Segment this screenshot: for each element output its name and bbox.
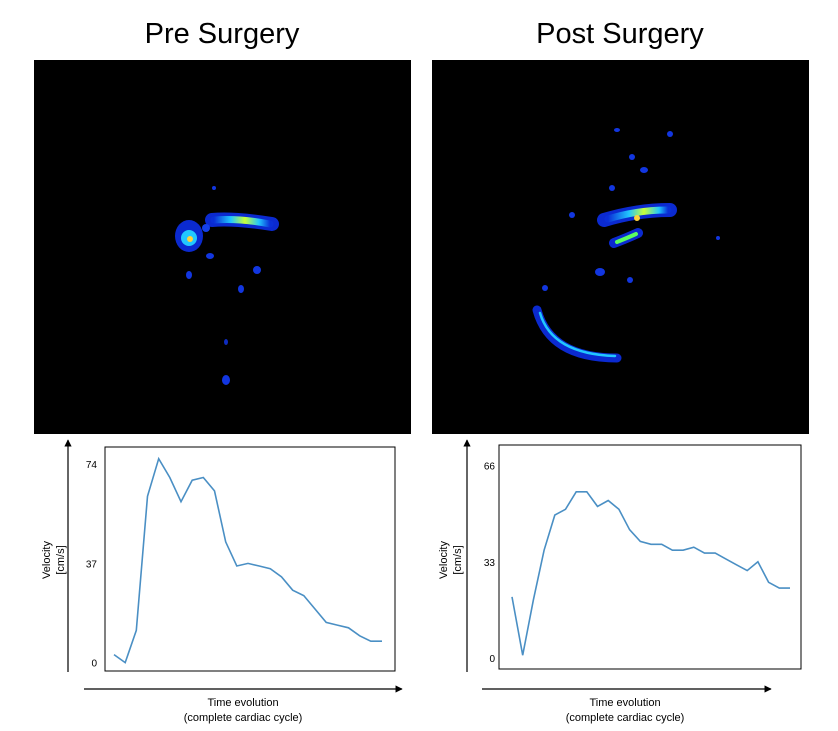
pre-y-ticks: 0 37 74 [86, 460, 98, 670]
post-x-label: Time evolution [589, 697, 660, 709]
post-y-ticks: 0 33 66 [484, 462, 496, 666]
post-y-label: Velocity [438, 541, 450, 579]
pre-y-tick-label: 37 [86, 559, 98, 570]
pre-velocity-line [113, 456, 382, 664]
pre-surgery-flow-image [34, 60, 411, 434]
post-surgery-title: Post Surgery [536, 18, 704, 50]
post-y-tick-label: 0 [489, 654, 495, 665]
post-y-tick-label: 33 [484, 558, 496, 569]
pre-y-label: Velocity [41, 541, 53, 579]
pre-y-unit: [cm/s] [55, 545, 67, 574]
pre-y-tick-label: 0 [91, 659, 97, 670]
pre-surgery-flow-graphic [175, 186, 279, 385]
post-y-unit: [cm/s] [452, 545, 464, 574]
post-y-tick-label: 66 [484, 462, 496, 473]
post-plot-frame [498, 444, 802, 670]
pre-plot-frame [104, 446, 396, 672]
post-velocity-line [511, 490, 790, 656]
post-x-sublabel: (complete cardiac cycle) [566, 712, 685, 724]
pre-y-tick-label: 74 [86, 460, 98, 471]
pre-x-label: Time evolution [207, 697, 278, 709]
post-surgery-chart: 0 33 66 Velocity [cm/s] Time evolution (co… [438, 439, 802, 724]
pre-surgery-title: Pre Surgery [144, 18, 300, 50]
pre-surgery-chart: 0 37 74 Velocity [cm/s] Time evolution (co… [41, 439, 403, 724]
post-surgery-flow-image [432, 60, 809, 434]
pre-x-sublabel: (complete cardiac cycle) [184, 712, 303, 724]
post-surgery-flow-graphic [532, 128, 720, 363]
